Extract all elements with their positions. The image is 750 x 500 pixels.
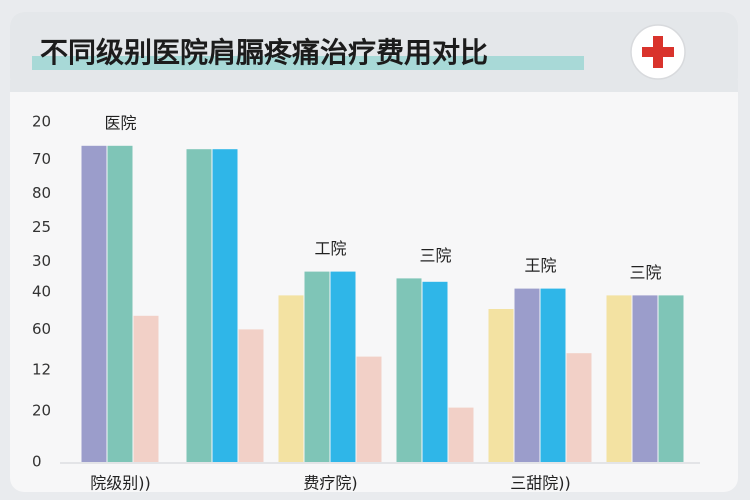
medical-icon	[630, 24, 686, 80]
y-tick-label: 30	[32, 252, 51, 270]
bar	[212, 149, 238, 462]
bar	[448, 407, 474, 462]
y-tick-label: 12	[32, 361, 51, 379]
x-tick-label: 三甜院))	[510, 474, 571, 493]
group-label: 三院	[629, 263, 661, 282]
bar	[658, 295, 684, 462]
bar	[81, 145, 107, 463]
chart-title: 不同级别医院肩膈疼痛治疗费用对比	[40, 36, 488, 69]
group-label: 王院	[524, 256, 556, 275]
bar	[278, 295, 304, 462]
bar	[186, 149, 212, 462]
y-tick-label: 25	[32, 218, 51, 236]
group-label: 医院	[104, 113, 136, 132]
y-tick-label: 20	[32, 402, 51, 420]
bar	[606, 295, 632, 462]
y-tick-label: 0	[32, 453, 42, 471]
bar	[304, 271, 330, 462]
bar	[133, 315, 159, 462]
bar	[356, 356, 382, 462]
bar	[488, 309, 514, 462]
title-highlight	[32, 56, 584, 70]
y-tick-label: 70	[32, 150, 51, 168]
group-label: 三院	[419, 246, 451, 265]
header-band	[10, 12, 738, 92]
header-band-edge	[10, 80, 738, 92]
bar	[540, 288, 566, 462]
y-tick-label: 20	[32, 113, 51, 131]
bar	[330, 271, 356, 462]
bar	[514, 288, 540, 462]
y-tick-label: 40	[32, 283, 51, 301]
group-label: 工院	[314, 239, 346, 258]
bar	[107, 145, 133, 463]
bar	[422, 281, 448, 462]
bar	[396, 278, 422, 462]
x-tick-label: 费疗院)	[303, 474, 357, 493]
bar	[632, 295, 658, 462]
y-tick-label: 80	[32, 184, 51, 202]
bar	[238, 329, 264, 462]
y-tick-label: 60	[32, 320, 51, 338]
bar	[566, 353, 592, 462]
x-tick-label: 院级别))	[90, 474, 151, 493]
